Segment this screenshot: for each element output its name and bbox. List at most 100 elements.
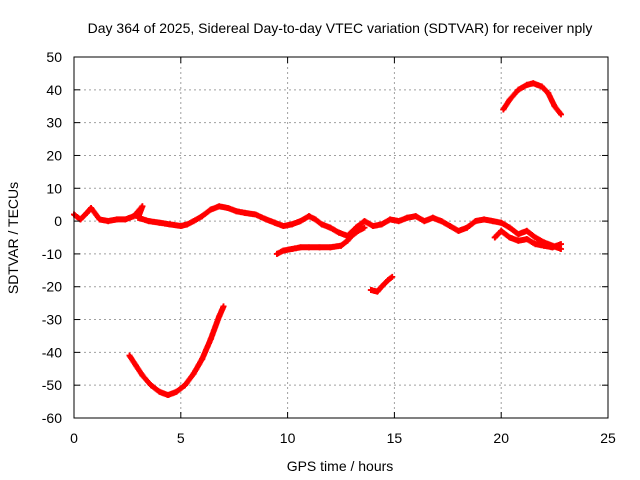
data-point (515, 86, 522, 93)
data-point (498, 227, 505, 234)
y-tick-label: 0 (54, 213, 62, 229)
data-point (374, 288, 381, 295)
x-tick-label: 25 (600, 430, 616, 446)
data-series-layer (71, 80, 565, 399)
data-series-track-d (126, 303, 227, 399)
data-point (126, 352, 133, 359)
data-point (113, 216, 120, 223)
data-point (361, 218, 368, 225)
data-point (421, 218, 428, 225)
tick-marks (73, 56, 609, 419)
data-point (184, 221, 191, 228)
data-point (506, 224, 513, 231)
data-point (167, 221, 174, 228)
x-tick-label: 5 (177, 430, 185, 446)
data-point (233, 208, 240, 215)
data-point (335, 229, 342, 236)
x-tick-label: 20 (493, 430, 509, 446)
data-series-track-c (491, 227, 565, 251)
tick-labels: 0 5 10 15 20 25 -60 -50 -40 -30 -20 -10 0 10 20 30 40 50 (42, 49, 616, 446)
y-tick-label: -20 (42, 279, 62, 295)
data-point (355, 227, 362, 234)
data-point (361, 224, 368, 231)
data-point (489, 218, 496, 225)
data-point (173, 388, 180, 395)
data-point (523, 81, 530, 88)
data-point (327, 244, 334, 251)
data-point (224, 204, 231, 211)
y-tick-label: 30 (46, 115, 62, 131)
data-point (387, 216, 394, 223)
data-point (404, 214, 411, 221)
data-point (367, 287, 374, 294)
data-point (297, 218, 304, 225)
data-point (481, 216, 488, 223)
data-point (446, 223, 453, 230)
data-point (280, 223, 287, 230)
data-point (370, 223, 377, 230)
data-point (220, 303, 227, 310)
data-point (558, 241, 565, 248)
data-point (271, 219, 278, 226)
data-point (199, 213, 206, 220)
data-point (515, 237, 522, 244)
data-point (384, 277, 391, 284)
data-point (412, 213, 419, 220)
data-point (216, 313, 223, 320)
data-point (280, 247, 287, 254)
data-point (318, 221, 325, 228)
data-point (216, 203, 223, 210)
data-point (515, 231, 522, 238)
data-point (316, 244, 323, 251)
data-point (327, 224, 334, 231)
data-point (506, 96, 513, 103)
y-tick-label: -60 (42, 410, 62, 426)
data-point (147, 382, 154, 389)
data-point (164, 392, 171, 399)
y-tick-label: -50 (42, 377, 62, 393)
data-point (538, 83, 545, 90)
data-point (464, 224, 471, 231)
data-point (263, 216, 270, 223)
data-point (344, 237, 351, 244)
data-point (156, 388, 163, 395)
data-point (139, 203, 146, 210)
data-point (532, 241, 539, 248)
y-tick-label: 20 (46, 147, 62, 163)
data-point (207, 206, 214, 213)
data-point (105, 218, 112, 225)
data-point (135, 214, 142, 221)
data-point (523, 236, 530, 243)
data-point (241, 209, 248, 216)
data-point (252, 211, 259, 218)
data-point (455, 227, 462, 234)
x-tick-label: 15 (387, 430, 403, 446)
data-point (182, 382, 189, 389)
chart-title: Day 364 of 2025, Sidereal Day-to-day VTE… (88, 20, 593, 36)
data-point (199, 355, 206, 362)
data-point (540, 242, 547, 249)
data-point (305, 213, 312, 220)
data-point (273, 250, 280, 257)
y-tick-label: -10 (42, 246, 62, 262)
data-point (523, 227, 530, 234)
data-point (532, 234, 539, 241)
data-point (530, 80, 537, 87)
data-point (77, 216, 84, 223)
data-point (545, 90, 552, 97)
data-point (288, 245, 295, 252)
y-tick-label: 40 (46, 82, 62, 98)
data-point (83, 209, 90, 216)
data-point (190, 370, 197, 377)
data-point (288, 221, 295, 228)
grid (74, 57, 608, 418)
data-point (348, 232, 355, 239)
data-point (139, 372, 146, 379)
data-series-track-f (500, 80, 565, 118)
data-point (190, 218, 197, 225)
y-axis-label: SDTVAR / TECUs (5, 182, 21, 294)
data-point (122, 216, 129, 223)
data-point (132, 362, 139, 369)
data-point (506, 234, 513, 241)
